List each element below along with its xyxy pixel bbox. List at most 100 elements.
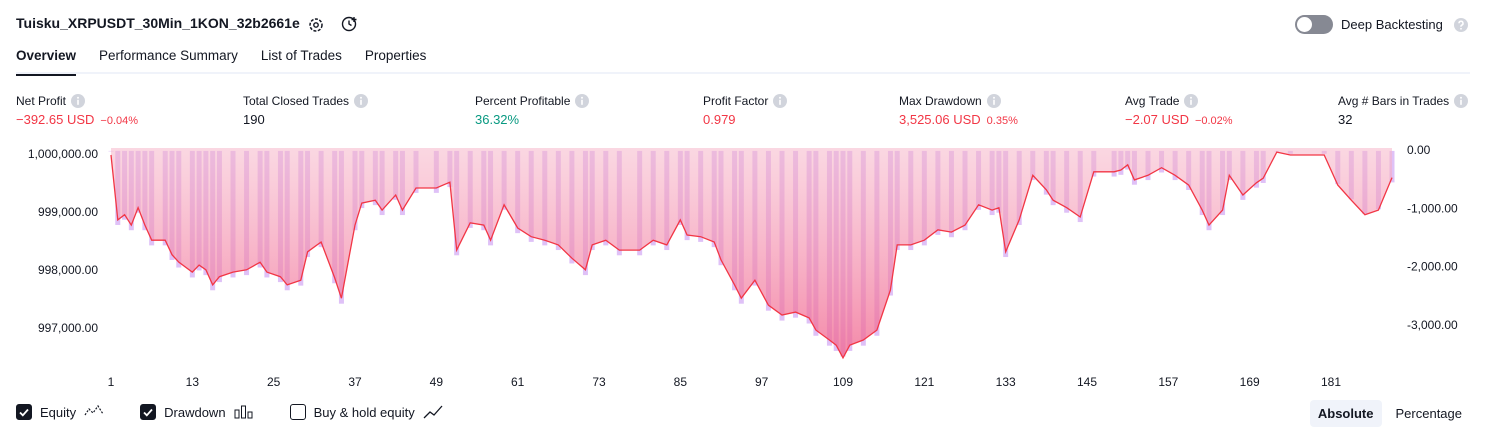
metric-label: Profit Factor	[703, 94, 769, 108]
metric-extra: 0.35%	[986, 115, 1018, 127]
metric: Profit Factor 0.979	[703, 93, 788, 127]
metric-value: −392.65 USD	[16, 112, 95, 127]
x-tick-label: 157	[1158, 375, 1178, 389]
metric-extra: −0.04%	[100, 115, 139, 127]
metric: Percent Profitable 36.32%	[475, 93, 590, 127]
y-tick-label: 997,000.00	[38, 321, 98, 335]
strategy-title: Tuisku_XRPUSDT_30Min_1KON_32b2661e	[16, 15, 300, 31]
info-icon[interactable]	[986, 94, 1001, 108]
metric: Max Drawdown 3,525.06 USD 0.35%	[899, 93, 1018, 127]
metric: Avg Trade −2.07 USD −0.02%	[1125, 93, 1233, 127]
legend-label: Equity	[40, 404, 77, 420]
check-mark	[143, 408, 153, 417]
tab-bar: Overview Performance Summary List of Trade…	[16, 48, 426, 76]
metric-label-row: Net Profit	[16, 93, 138, 109]
x-tick-label: 169	[1240, 375, 1260, 389]
legend-icon	[423, 405, 443, 419]
tab[interactable]: Performance Summary	[99, 48, 238, 63]
checkbox[interactable]	[16, 404, 32, 420]
metric: Net Profit −392.65 USD −0.04%	[16, 93, 138, 127]
info-icon[interactable]	[773, 94, 788, 108]
metric-label-row: Avg Trade	[1125, 93, 1233, 109]
x-tick-label: 85	[674, 375, 688, 389]
metric-label: Avg # Bars in Trades	[1338, 94, 1450, 108]
metric: Avg # Bars in Trades 32	[1338, 93, 1469, 127]
legend-item[interactable]: Drawdown	[140, 404, 255, 420]
snapshot-icon[interactable]	[340, 14, 360, 34]
deep-backtesting-toggle[interactable]	[1295, 15, 1333, 34]
y2-tick-label: -1,000.00	[1407, 201, 1458, 215]
info-icon[interactable]	[71, 94, 86, 108]
metric-label: Percent Profitable	[475, 94, 571, 108]
x-tick-label: 121	[914, 375, 934, 389]
view-option[interactable]: Percentage	[1395, 406, 1463, 421]
tab[interactable]: Properties	[364, 48, 427, 63]
x-tick-label: 73	[592, 375, 606, 389]
metric-extra: −0.02%	[1194, 115, 1233, 127]
metric-label: Net Profit	[16, 94, 67, 108]
metric-value: 36.32%	[475, 112, 520, 127]
legend-label: Drawdown	[164, 404, 226, 420]
metric-value-row: 0.979	[703, 112, 787, 127]
equity-area-shading	[111, 148, 1392, 358]
legend-item[interactable]: Equity	[16, 404, 106, 420]
metric-label-row: Max Drawdown	[899, 93, 1018, 109]
y2-tick-label: -2,000.00	[1407, 260, 1458, 274]
x-tick-label: 97	[755, 375, 769, 389]
view-toggle: Absolute Percentage	[1309, 400, 1470, 427]
info-icon[interactable]	[1184, 94, 1199, 108]
y-tick-label: 998,000.00	[38, 263, 98, 277]
x-tick-label: 133	[996, 375, 1016, 389]
metric-value-row: 36.32%	[475, 112, 589, 127]
metric-label: Max Drawdown	[899, 94, 982, 108]
legend: Equity Drawdown Buy & hold equity	[16, 404, 445, 420]
metric-label-row: Percent Profitable	[475, 93, 590, 109]
metric-value: 3,525.06 USD	[899, 112, 981, 127]
info-icon[interactable]	[354, 94, 369, 108]
x-tick-label: 61	[511, 375, 525, 389]
x-tick-label: 109	[833, 375, 853, 389]
checkbox[interactable]	[140, 404, 157, 420]
metric-label-row: Profit Factor	[703, 93, 788, 109]
x-tick-label: 145	[1077, 375, 1097, 389]
info-icon[interactable]	[1454, 94, 1469, 108]
checkbox[interactable]	[289, 404, 306, 420]
tab[interactable]: List of Trades	[260, 48, 342, 63]
x-tick-label: 25	[267, 375, 281, 389]
tab-divider	[16, 72, 1470, 74]
x-tick-label: 49	[430, 375, 444, 389]
legend-icon	[234, 405, 253, 419]
metric-value: 32	[1338, 112, 1353, 127]
legend-item[interactable]: Buy & hold equity	[289, 404, 445, 420]
x-tick-label: 13	[186, 375, 200, 389]
y-tick-label: 999,000.00	[38, 205, 98, 219]
settings-icon[interactable]	[306, 15, 326, 35]
x-tick-label: 1	[108, 375, 115, 389]
info-icon[interactable]	[575, 94, 590, 108]
help-icon[interactable]	[1453, 17, 1469, 33]
check-mark	[19, 408, 29, 417]
y2-tick-label: 0.00	[1407, 143, 1431, 157]
metric-value-row: 190	[243, 112, 368, 127]
metric-value-row: −392.65 USD −0.04%	[16, 112, 138, 127]
x-tick-label: 37	[348, 375, 362, 389]
metric-value-row: 3,525.06 USD 0.35%	[899, 112, 1018, 127]
y2-tick-label: -3,000.00	[1407, 318, 1458, 332]
tab[interactable]: Overview	[16, 48, 77, 76]
metric-label: Avg Trade	[1125, 94, 1180, 108]
y-tick-label: 1,000,000.00	[28, 147, 98, 161]
legend-icon	[84, 404, 104, 416]
metric-value-row: 32	[1338, 112, 1468, 127]
metric-label-row: Total Closed Trades	[243, 93, 369, 109]
metric: Total Closed Trades 190	[243, 93, 369, 127]
metric-label-row: Avg # Bars in Trades	[1338, 93, 1469, 109]
deep-backtesting-label: Deep Backtesting	[1341, 17, 1443, 32]
equity-line	[110, 151, 1393, 360]
metric-value: 190	[243, 112, 265, 127]
view-option[interactable]: Absolute	[1309, 400, 1382, 427]
metric-value: −2.07 USD	[1125, 112, 1189, 127]
metric-label: Total Closed Trades	[243, 94, 350, 108]
metric-value: 0.979	[703, 112, 736, 127]
